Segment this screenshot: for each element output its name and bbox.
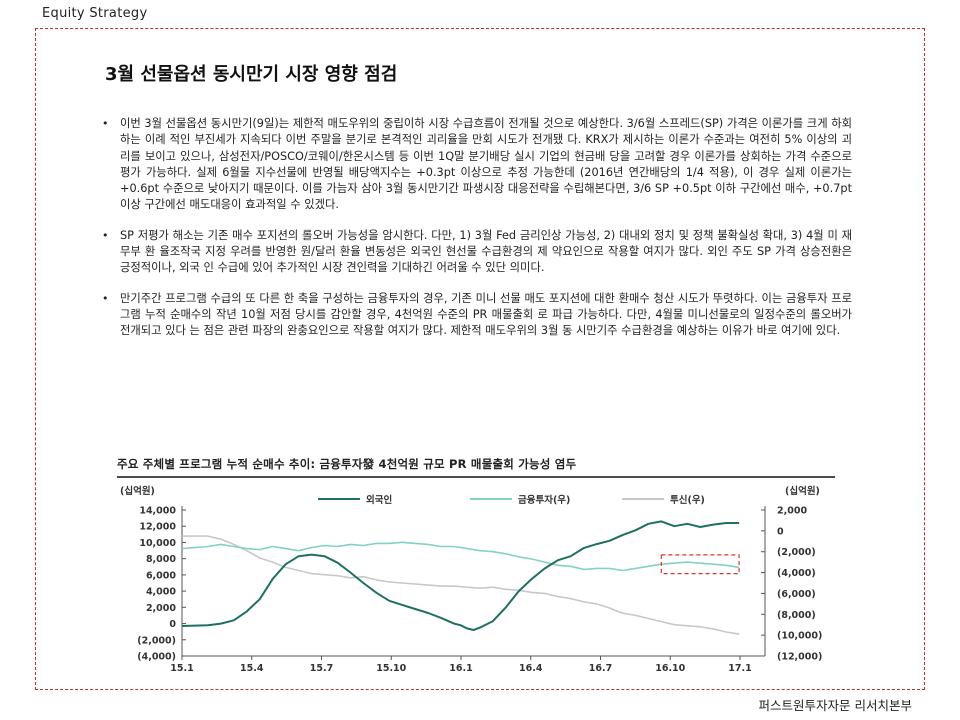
source-label: 퍼스트원투자자문 리서치본부 — [758, 698, 912, 713]
y-tick-label-left: 2,000 — [146, 603, 176, 614]
x-tick-label: 15.1 — [170, 663, 193, 674]
x-tick-label: 15.4 — [240, 663, 264, 674]
y-tick-label-right: 2,000 — [777, 506, 807, 517]
y-tick-label-right: (4,000) — [777, 568, 816, 579]
x-tick-label: 17.1 — [728, 663, 751, 674]
legend-label: 투신(우) — [670, 494, 705, 506]
x-tick-label: 15.7 — [310, 663, 333, 674]
bullet-dot-icon: • — [102, 228, 109, 242]
y-tick-label-right: 0 — [777, 526, 784, 537]
x-tick-label: 16.1 — [449, 663, 472, 674]
x-tick-label: 16.7 — [589, 663, 612, 674]
y-tick-label-left: 0 — [169, 619, 176, 630]
x-tick-label: 16.10 — [655, 663, 685, 674]
legend-label: 외국인 — [366, 494, 392, 506]
bullet-list: • 이번 3월 선물옵션 동시만기(9일)는 제한적 매도우위의 중립이하 시장… — [100, 116, 852, 354]
y-tick-label-left: 4,000 — [146, 587, 176, 598]
y-tick-label-right: (2,000) — [777, 547, 816, 558]
y-tick-label-right: (10,000) — [777, 631, 822, 642]
highlight-box — [660, 554, 740, 575]
series-line-2 — [182, 535, 740, 635]
x-tick-label: 15.10 — [376, 663, 406, 674]
y-tick-label-right: (12,000) — [777, 652, 822, 663]
series-line-1 — [181, 541, 740, 572]
y-tick-label-left: 14,000 — [139, 506, 176, 517]
bullet-text: SP 저평가 해소는 기존 매수 포지션의 롤오버 가능성을 암시한다. 다만,… — [120, 228, 852, 275]
bullet-item: • 이번 3월 선물옵션 동시만기(9일)는 제한적 매도우위의 중립이하 시장… — [100, 116, 852, 214]
page-title: 3월 선물옵션 동시만기 시장 영향 점검 — [105, 64, 398, 85]
y-tick-label-right: (6,000) — [777, 589, 816, 600]
bullet-item: • SP 저평가 해소는 기존 매수 포지션의 롤오버 가능성을 암시한다. 다… — [100, 228, 852, 277]
bullet-dot-icon: • — [102, 291, 109, 305]
series-line-0 — [181, 520, 740, 631]
bullet-text: 이번 3월 선물옵션 동시만기(9일)는 제한적 매도우위의 중립이하 시장 수… — [120, 117, 852, 212]
bullet-item: • 만기주간 프로그램 수급의 또 다른 한 축을 구성하는 금융투자의 경우,… — [100, 291, 852, 340]
bullet-dot-icon: • — [102, 117, 109, 130]
y-tick-label-left: 6,000 — [146, 570, 176, 581]
program-net-buying-chart: (십억원) (십억원) 14,000 12,000 10,000 8,000 6,000 4,… — [120, 485, 822, 674]
y-axis-right-unit: (십억원) — [785, 485, 820, 497]
chart-title-rule — [117, 476, 835, 478]
legend-label: 금융투자(우) — [518, 494, 570, 506]
y-tick-label-left: 12,000 — [139, 522, 176, 533]
y-axis-left-unit: (십억원) — [120, 485, 155, 497]
y-tick-label-right: (8,000) — [777, 610, 816, 621]
y-tick-label-left: (2,000) — [137, 635, 176, 646]
chart-title: 주요 주체별 프로그램 누적 순매수 추이: 금융투자發 4천억원 규모 PR … — [117, 457, 577, 471]
bullet-text: 만기주간 프로그램 수급의 또 다른 한 축을 구성하는 금융투자의 경우, 기… — [120, 291, 852, 338]
y-tick-label-left: 10,000 — [139, 538, 176, 549]
x-tick-label: 16.4 — [519, 663, 543, 674]
content-frame — [35, 28, 925, 690]
y-tick-label-left: 8,000 — [146, 554, 176, 565]
y-tick-label-left: (4,000) — [137, 652, 176, 663]
section-label: Equity Strategy — [42, 6, 148, 21]
